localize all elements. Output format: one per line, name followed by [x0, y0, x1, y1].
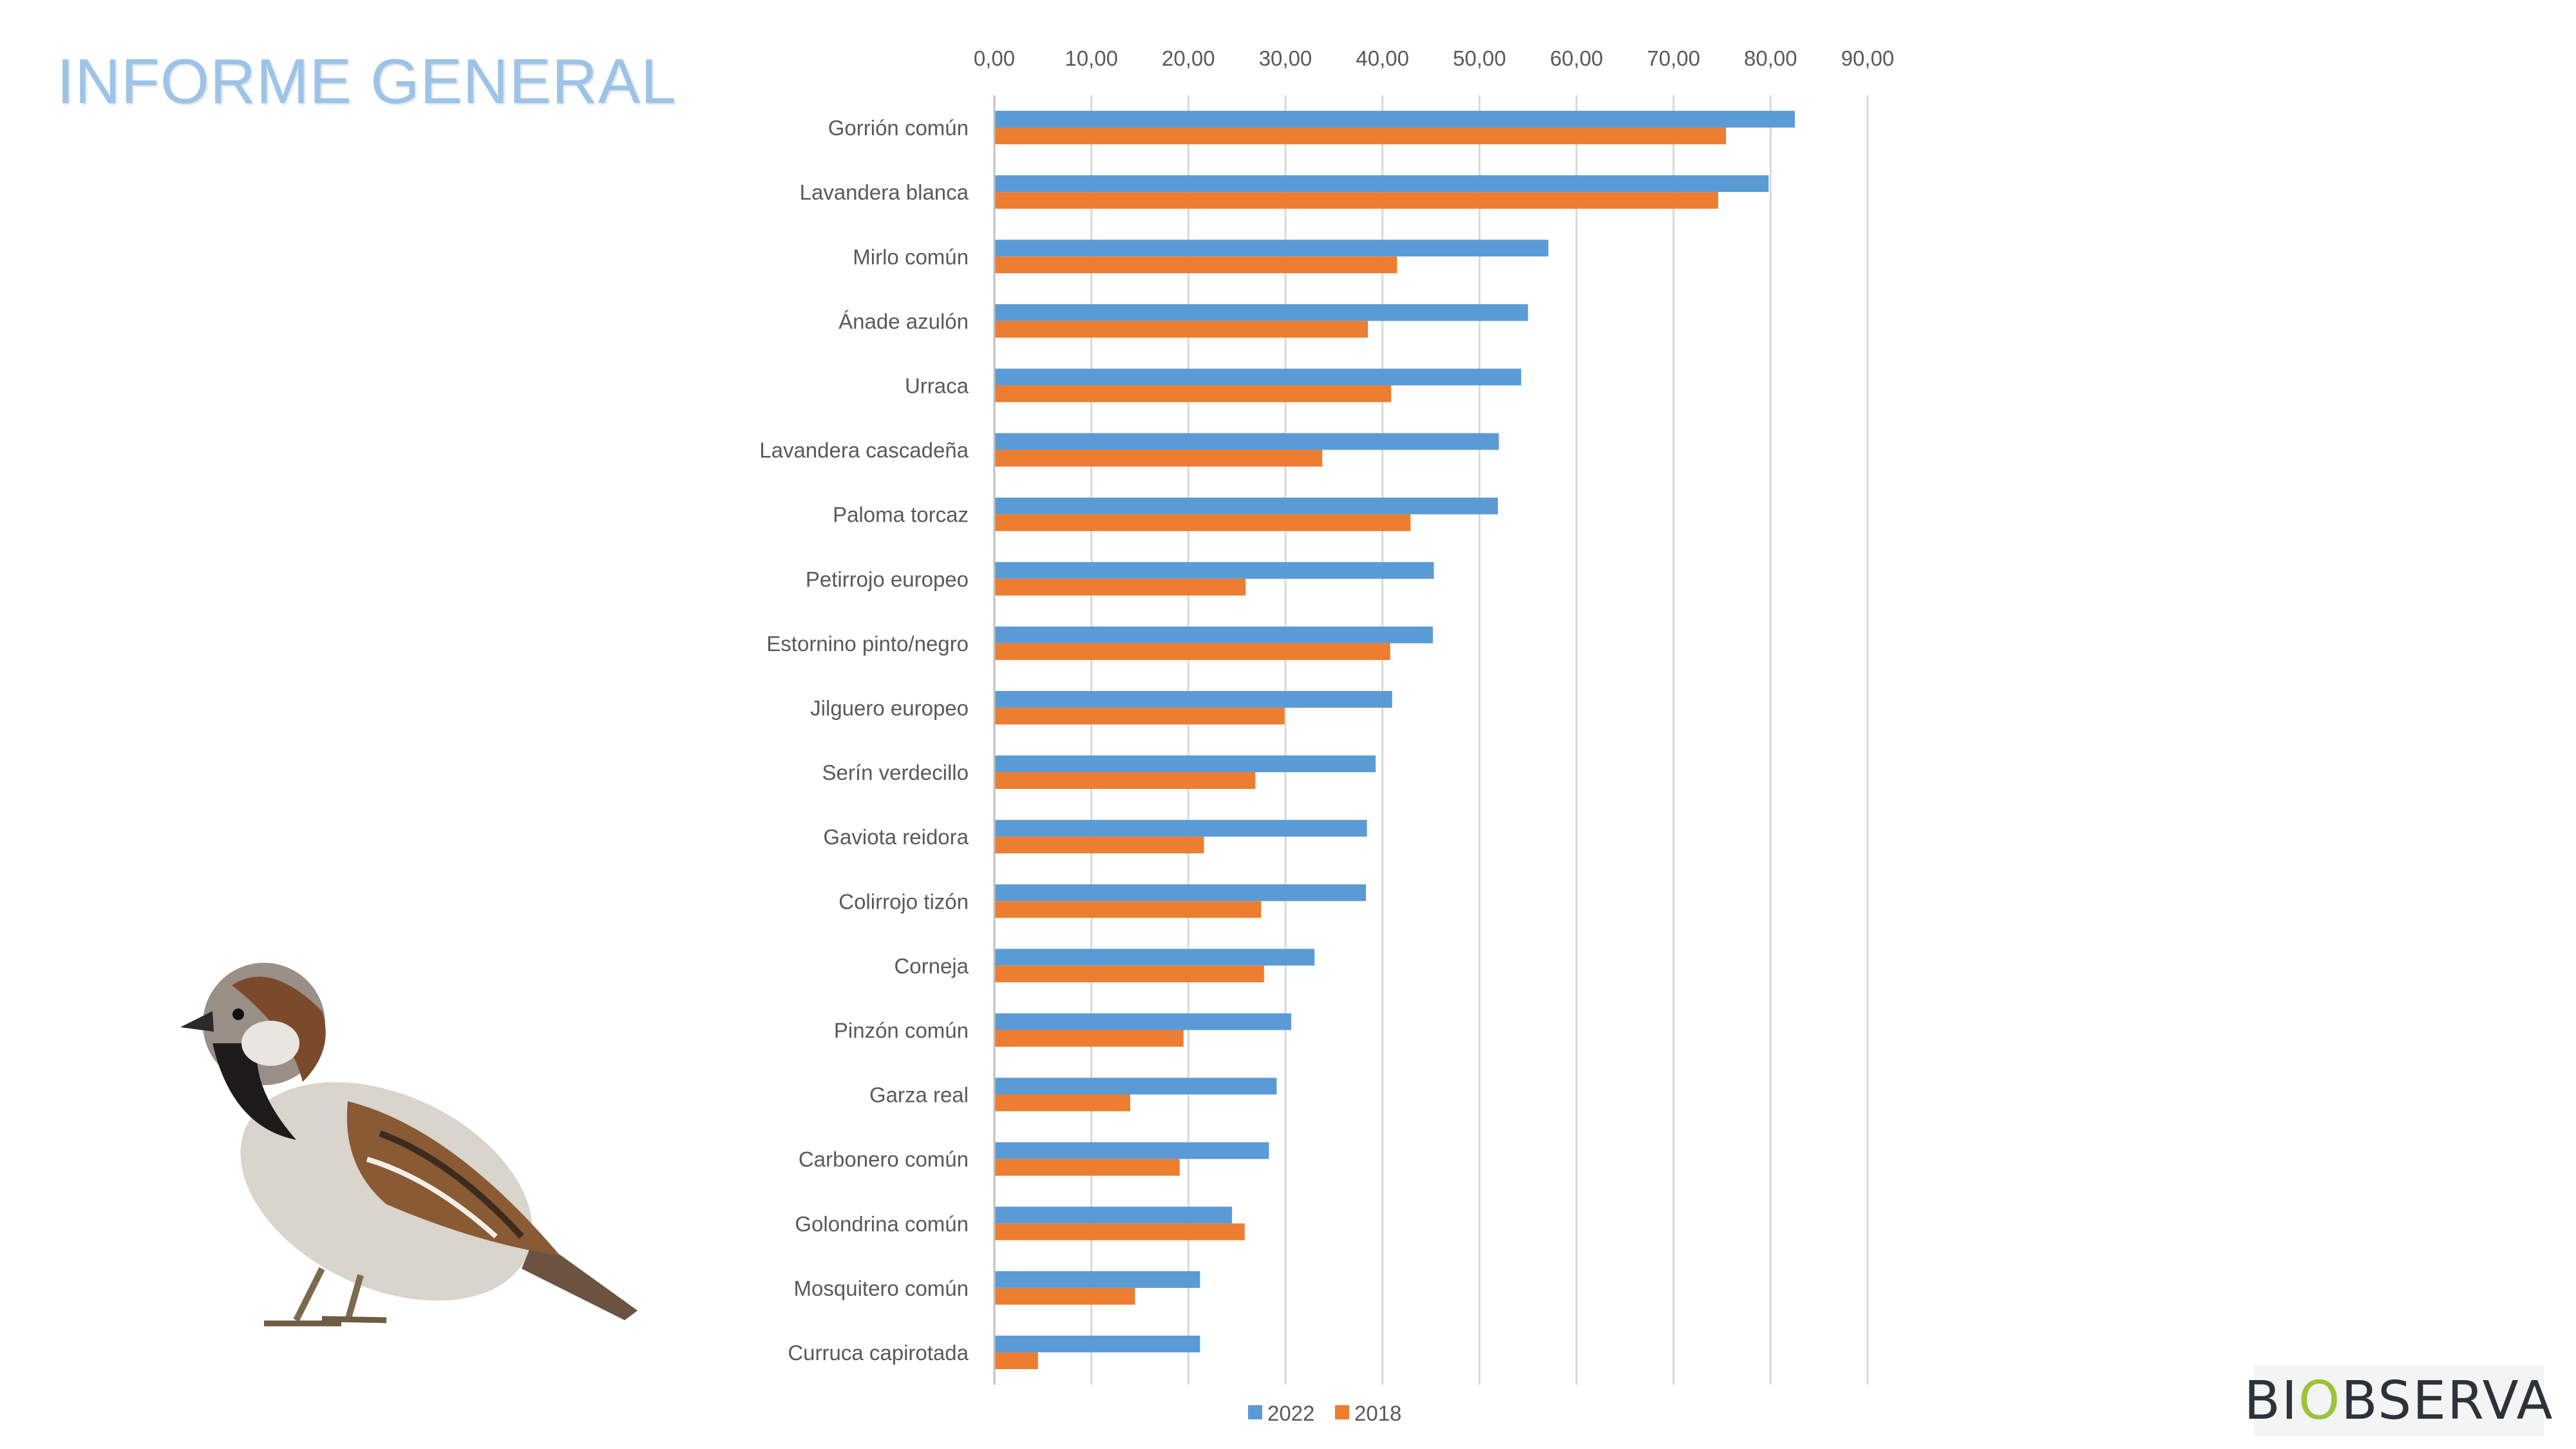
bar-2022 [994, 240, 1549, 257]
x-tick-label: 70,00 [1647, 46, 1700, 70]
bar-2022 [994, 820, 1367, 837]
sparrow-illustration [180, 963, 638, 1327]
bar-2018 [994, 837, 1204, 854]
bar-2022 [994, 1335, 1200, 1352]
bar-2022 [994, 368, 1522, 386]
bar-2022 [994, 304, 1528, 321]
bar-2018 [994, 128, 1727, 145]
category-label: Mosquitero común [794, 1276, 969, 1300]
x-tick-label: 60,00 [1550, 46, 1604, 70]
category-label: Pinzón común [834, 1018, 969, 1042]
category-label: Ánade azulón [838, 309, 969, 333]
bar-2022 [994, 497, 1498, 515]
bar-2018 [994, 1352, 1038, 1369]
category-label: Golondrina común [795, 1212, 969, 1236]
bar-2018 [994, 1094, 1130, 1112]
category-label: Mirlo común [853, 245, 969, 269]
bar-2018 [994, 450, 1323, 467]
bar-2022 [994, 626, 1434, 643]
logo-text: BIOBSERVA [2244, 1370, 2554, 1432]
bar-2022 [994, 1271, 1200, 1288]
category-label: Jilguero europeo [810, 696, 969, 720]
category-label: Petirrojo europeo [806, 567, 969, 591]
bar-2018 [994, 192, 1718, 209]
category-label: Gaviota reidora [823, 825, 969, 849]
bar-2018 [994, 643, 1390, 660]
x-tick-label: 50,00 [1453, 46, 1506, 70]
category-label: Garza real [869, 1083, 969, 1107]
biobserva-logo: BIOBSERVA [2244, 1365, 2553, 1436]
legend-label-2018: 2018 [1354, 1401, 1401, 1425]
bar-2022 [994, 1013, 1292, 1030]
bar-2018 [994, 1287, 1135, 1305]
bar-2022 [994, 884, 1367, 902]
legend-label-2022: 2022 [1267, 1401, 1314, 1425]
bar-2018 [994, 965, 1264, 983]
bar-2018 [994, 707, 1285, 724]
bar-2018 [994, 772, 1256, 790]
page-title: INFORME GENERAL [57, 46, 677, 117]
bar-2022 [994, 690, 1392, 708]
x-tick-label: 80,00 [1744, 46, 1797, 70]
bar-2018 [994, 1030, 1184, 1047]
bar-2022 [994, 1142, 1269, 1159]
legend-swatch-2022 [1248, 1405, 1262, 1419]
x-tick-label: 0,00 [974, 46, 1015, 70]
category-label: Serín verdecillo [822, 761, 969, 784]
category-label: Carbonero común [799, 1148, 969, 1171]
bar-2022 [994, 1206, 1233, 1224]
category-label: Colirrojo tizón [838, 889, 969, 913]
x-tick-label: 10,00 [1065, 46, 1118, 70]
category-label: Lavandera blanca [800, 180, 969, 204]
category-label: Lavandera cascadeña [759, 439, 969, 462]
x-tick-label: 40,00 [1356, 46, 1409, 70]
bar-2018 [994, 385, 1392, 402]
bar-2022 [994, 433, 1499, 450]
category-label: Urraca [905, 374, 969, 397]
category-label: Estornino pinto/negro [766, 632, 969, 656]
bar-2018 [994, 321, 1368, 338]
x-tick-label: 90,00 [1841, 46, 1895, 70]
category-label: Corneja [894, 954, 969, 978]
bar-2022 [994, 949, 1315, 966]
legend-swatch-2018 [1335, 1405, 1349, 1419]
category-label: Curruca capirotada [788, 1341, 969, 1365]
x-tick-label: 20,00 [1162, 46, 1215, 70]
bar-2018 [994, 1159, 1180, 1176]
bar-2022 [994, 562, 1434, 579]
bar-2018 [994, 514, 1411, 531]
bar-2022 [994, 175, 1769, 193]
x-tick-label: 30,00 [1259, 46, 1312, 70]
category-label: Gorrión común [828, 116, 969, 140]
bar-2022 [994, 111, 1795, 128]
bar-2022 [994, 755, 1376, 773]
bar-2018 [994, 901, 1262, 918]
category-label: Paloma torcaz [833, 503, 969, 527]
bar-2022 [994, 1077, 1277, 1095]
bar-2018 [994, 1223, 1245, 1240]
bar-2018 [994, 578, 1246, 596]
bar-2018 [994, 256, 1397, 274]
